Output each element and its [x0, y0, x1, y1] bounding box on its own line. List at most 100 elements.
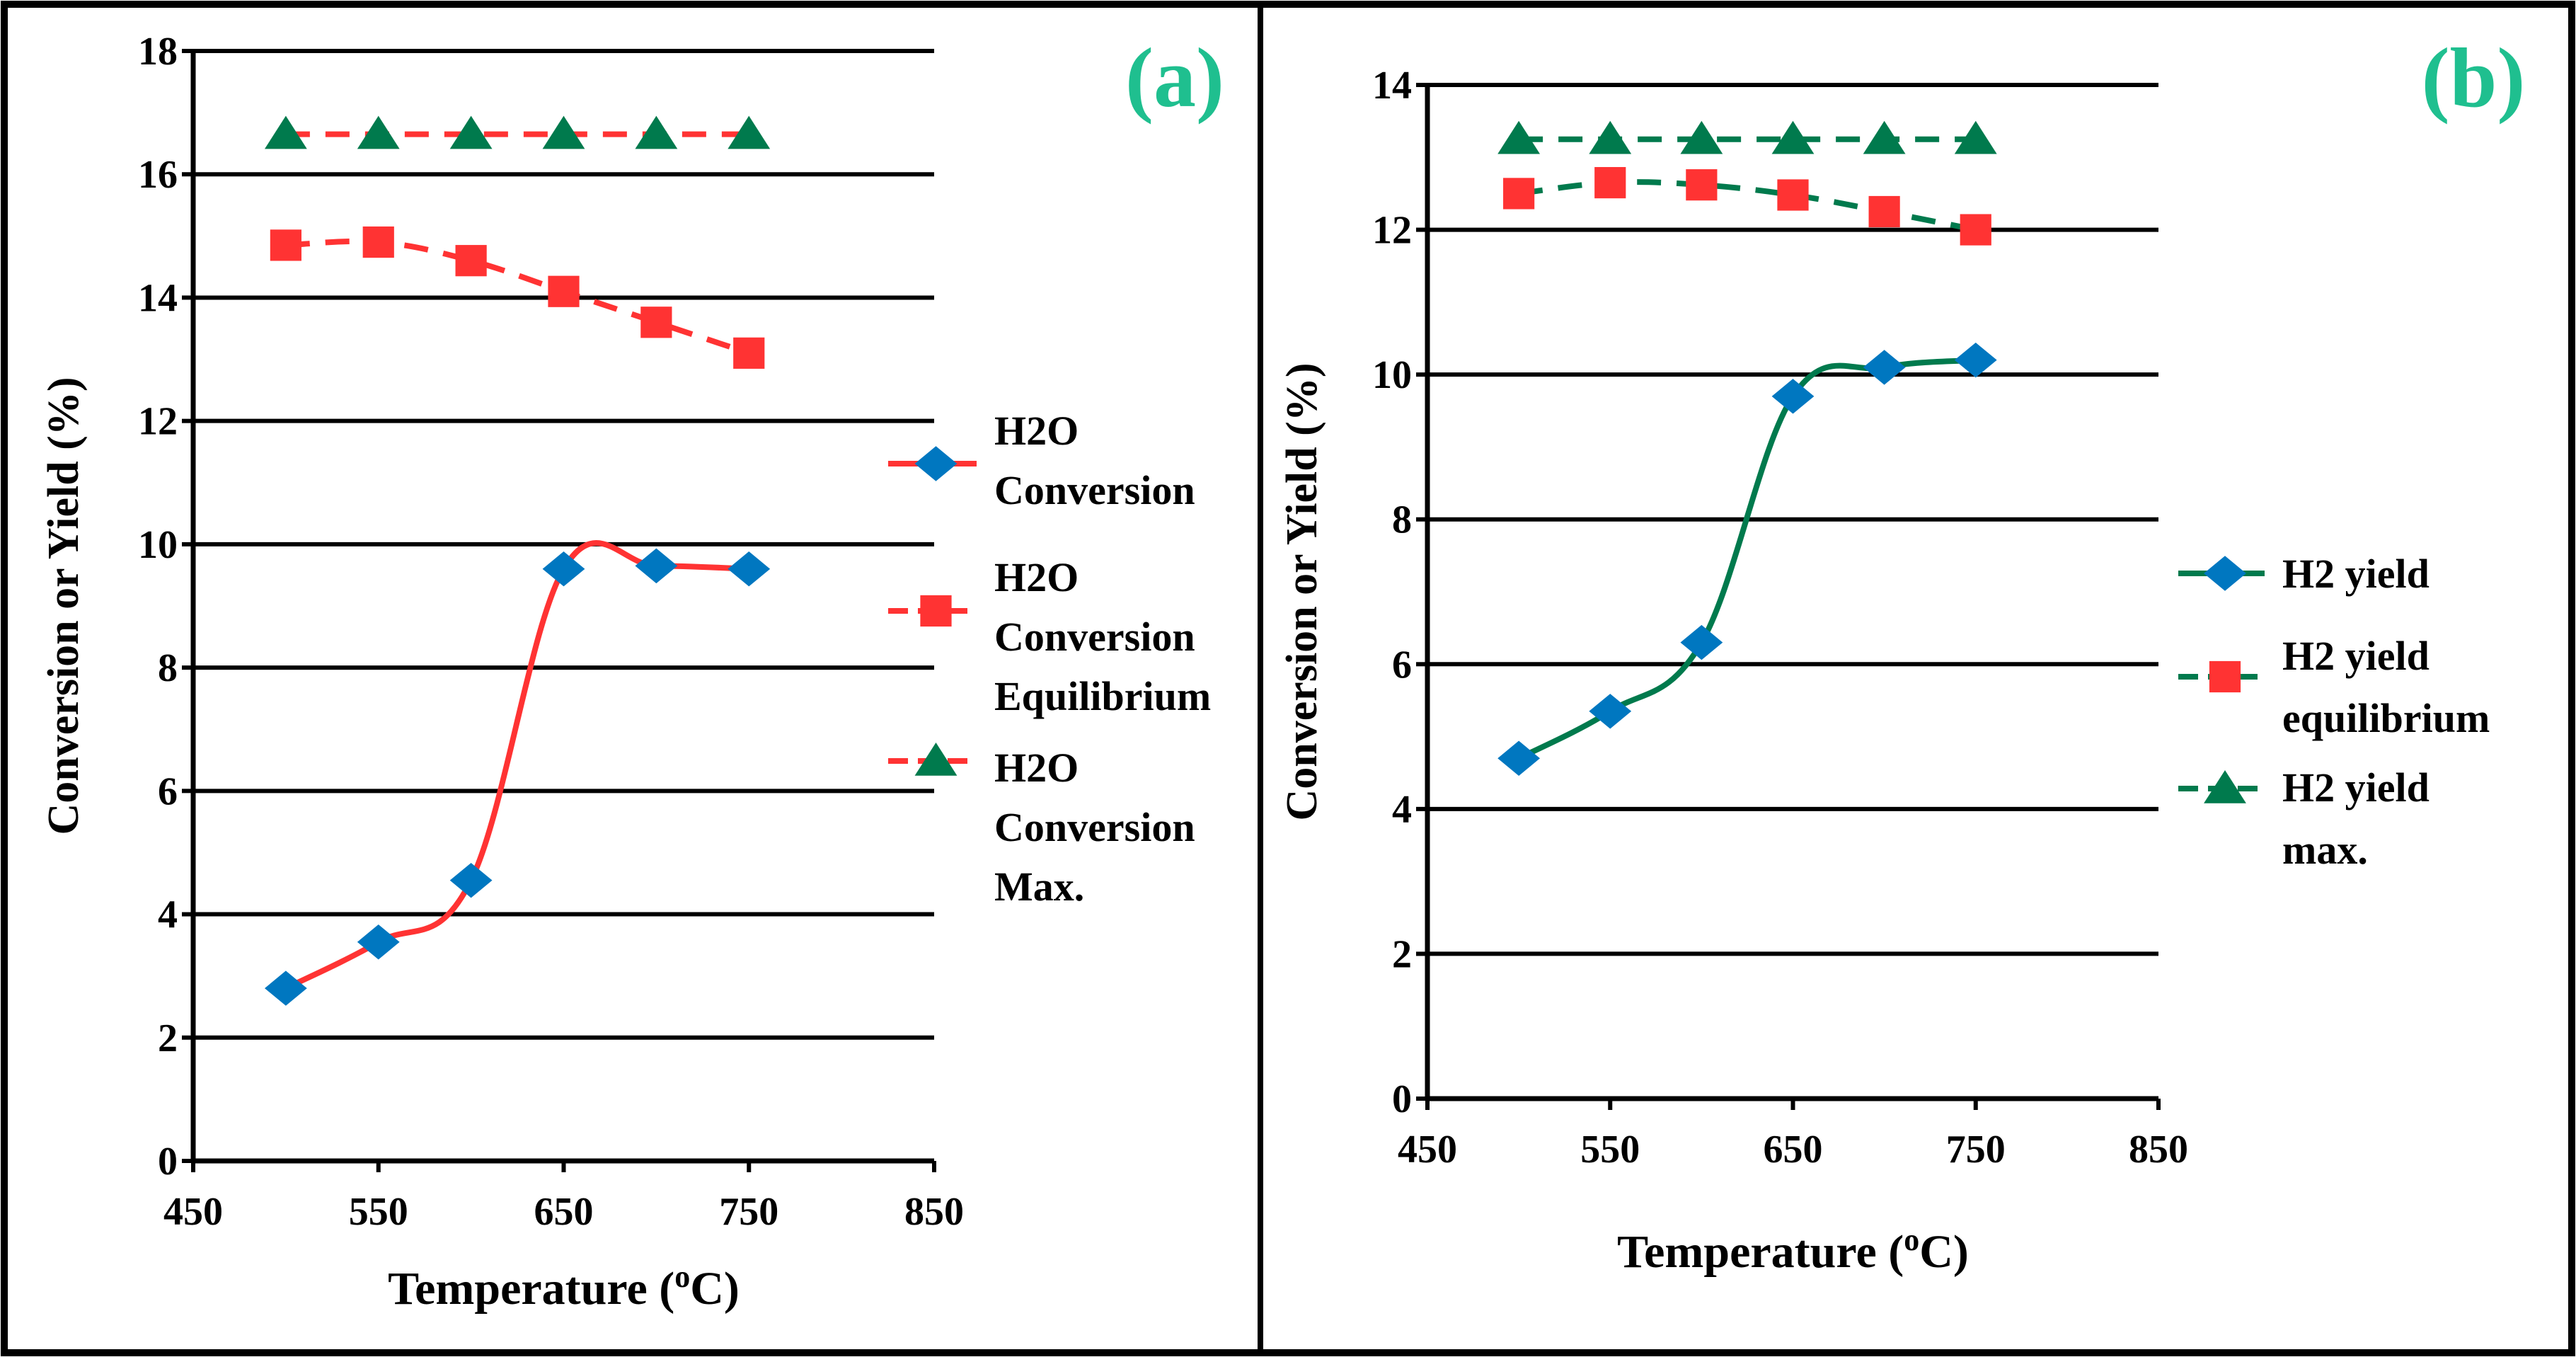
diamond-marker [2204, 556, 2246, 591]
square-marker [1503, 178, 1535, 210]
diamond-marker [1863, 350, 1906, 385]
legend-label: Conversion [994, 804, 1195, 850]
x-axis-title: Temperature (oC) [1617, 1223, 1969, 1278]
y-tick-label: 2 [1392, 932, 1412, 976]
square-marker [1960, 214, 1991, 246]
triangle-marker [728, 115, 771, 149]
square-marker [2209, 660, 2241, 693]
square-marker [920, 595, 952, 627]
text-span: Temperature ( [388, 1263, 674, 1315]
triangle-marker [635, 115, 678, 149]
panel-a: 0 2 4 6 8 10 12 14 16 18 450 550 650 750 850 Temperatur… [40, 30, 1224, 1315]
square-marker [362, 226, 394, 258]
x-tick-label: 750 [1946, 1128, 2006, 1172]
panel-label: (b) [2422, 30, 2526, 125]
diamond-marker [728, 551, 771, 587]
legend-label: H2O [994, 408, 1079, 454]
legend-item: H2O Conversion Max. [888, 743, 1195, 910]
legend-item: H2 yield [2178, 551, 2430, 597]
series-diamond [264, 540, 771, 1006]
diamond-marker [635, 548, 678, 584]
legend-item: H2 yield max. [2178, 765, 2430, 873]
square-marker [548, 275, 580, 307]
y-tick-label: 4 [158, 893, 178, 937]
y-tick-label: 0 [1392, 1077, 1412, 1121]
diamond-marker [1589, 694, 1632, 729]
diamond-marker [914, 446, 958, 481]
y-tick-label: 10 [1372, 353, 1412, 397]
triangle-marker [449, 115, 493, 149]
superscript: o [674, 1259, 690, 1294]
y-tick-label: 16 [138, 153, 178, 197]
legend-label: H2 yield [2282, 551, 2430, 597]
y-tick-label: 8 [158, 646, 178, 690]
series-triangle [1497, 120, 1997, 154]
legend-label: H2O [994, 745, 1079, 791]
square-marker [270, 229, 301, 261]
diamond-marker [357, 924, 400, 960]
legend-item: H2 yield equilibrium [2178, 633, 2490, 741]
y-tick-label: 6 [1392, 643, 1412, 687]
y-tick-label: 8 [1392, 498, 1412, 542]
legend-label: equilibrium [2282, 695, 2490, 741]
series-square [270, 226, 765, 369]
panel-b: 0 2 4 6 8 10 12 14 450 550 650 750 850 Temperature (o… [1278, 30, 2525, 1278]
y-tick-label: 0 [158, 1140, 178, 1184]
triangle-marker [542, 115, 585, 149]
square-marker [733, 337, 765, 369]
triangle-marker [264, 115, 307, 149]
x-tick-label: 550 [349, 1190, 408, 1234]
diamond-marker [1680, 624, 1723, 660]
x-tick-label: 650 [534, 1190, 594, 1234]
triangle-marker [1771, 120, 1815, 154]
triangle-marker [357, 115, 400, 149]
diamond-marker [1497, 740, 1541, 776]
diamond-marker [1771, 379, 1815, 414]
legend-label: H2 yield [2282, 633, 2430, 679]
panel-label: (a) [1125, 30, 1224, 125]
square-marker [455, 245, 487, 277]
legend-item: H2O Conversion [888, 408, 1195, 513]
y-tick-label: 14 [138, 276, 178, 320]
text-span: Temperature ( [1617, 1226, 1904, 1278]
legend-label: Max. [994, 864, 1084, 910]
y-tick-label: 4 [1392, 788, 1412, 832]
x-tick-label: 650 [1764, 1128, 1823, 1172]
x-tick-label: 850 [904, 1190, 964, 1234]
triangle-marker [914, 743, 958, 776]
x-tick-label: 750 [719, 1190, 778, 1234]
triangle-marker [2204, 770, 2246, 803]
legend-label: Conversion [994, 467, 1195, 513]
square-marker [1777, 179, 1809, 211]
triangle-marker [1680, 120, 1723, 154]
y-tick-label: 12 [138, 400, 178, 444]
triangle-marker [1497, 120, 1541, 154]
series-diamond [1497, 342, 1997, 776]
legend-label: max. [2282, 827, 2368, 873]
triangle-marker [1863, 120, 1906, 154]
series-triangle [264, 115, 771, 149]
legend-label: Conversion [994, 614, 1195, 660]
y-tick-label: 18 [138, 30, 178, 74]
y-tick-label: 2 [158, 1017, 178, 1060]
superscript: o [1904, 1223, 1919, 1257]
y-axis-title: Conversion or Yield (%) [40, 377, 88, 835]
diamond-marker [449, 862, 493, 898]
x-tick-label: 450 [1398, 1128, 1457, 1172]
series-square [1503, 166, 1991, 246]
legend-label: Equilibrium [994, 673, 1211, 719]
triangle-marker [1954, 120, 1997, 154]
y-tick-label: 14 [1372, 64, 1412, 108]
square-marker [1686, 169, 1718, 201]
x-axis-title: Temperature (oC) [388, 1259, 740, 1315]
diamond-marker [542, 551, 585, 587]
square-marker [1868, 195, 1900, 228]
square-marker [640, 307, 672, 338]
y-axis-title: Conversion or Yield (%) [1278, 363, 1326, 821]
diamond-marker [264, 970, 307, 1006]
legend-label: H2O [994, 554, 1079, 600]
diamond-marker [1954, 342, 1997, 378]
x-tick-label: 450 [163, 1190, 223, 1234]
text-span: C) [1919, 1226, 1969, 1278]
